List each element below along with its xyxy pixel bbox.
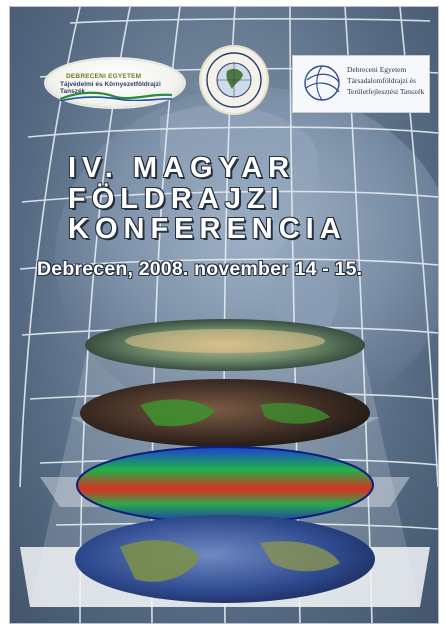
meteorologiai-tanszek-seal (201, 47, 267, 113)
title-line-1: IV. MAGYAR (68, 152, 296, 184)
globe-illustration (19, 7, 438, 623)
logo-right-line1: Debreceni Egyetem (347, 65, 407, 74)
logo-right-line3: Területfejlesztési Tanszék (347, 87, 425, 96)
title-line-3: KONFERENCIA (68, 213, 347, 245)
title-line-2: FÖLDRAJZI (68, 183, 285, 215)
conference-poster: DEBRECENI EGYETEM Tájvédelmi és Környeze… (9, 6, 439, 624)
logo-left-line1: DEBRECENI EGYETEM (66, 73, 142, 80)
globe-swirl-icon (304, 65, 340, 101)
tajvedelmi-tanszek-logo: DEBRECENI EGYETEM Tájvédelmi és Környeze… (46, 59, 184, 107)
logo-left-line2: Tájvédelmi és Környezetföldrajzi Tanszék (60, 81, 161, 95)
landscape-wave-icon (60, 91, 172, 101)
seal-globe-icon (206, 52, 262, 108)
tarsadalomfoldrajzi-tanszek-logo: Debreceni Egyetem Társadalomföldrajzi és… (292, 55, 430, 113)
logo-right-line2: Társadalomföldrajzi és (347, 76, 416, 85)
event-date-location: Debrecen, 2008. november 14 - 15. (37, 258, 363, 280)
